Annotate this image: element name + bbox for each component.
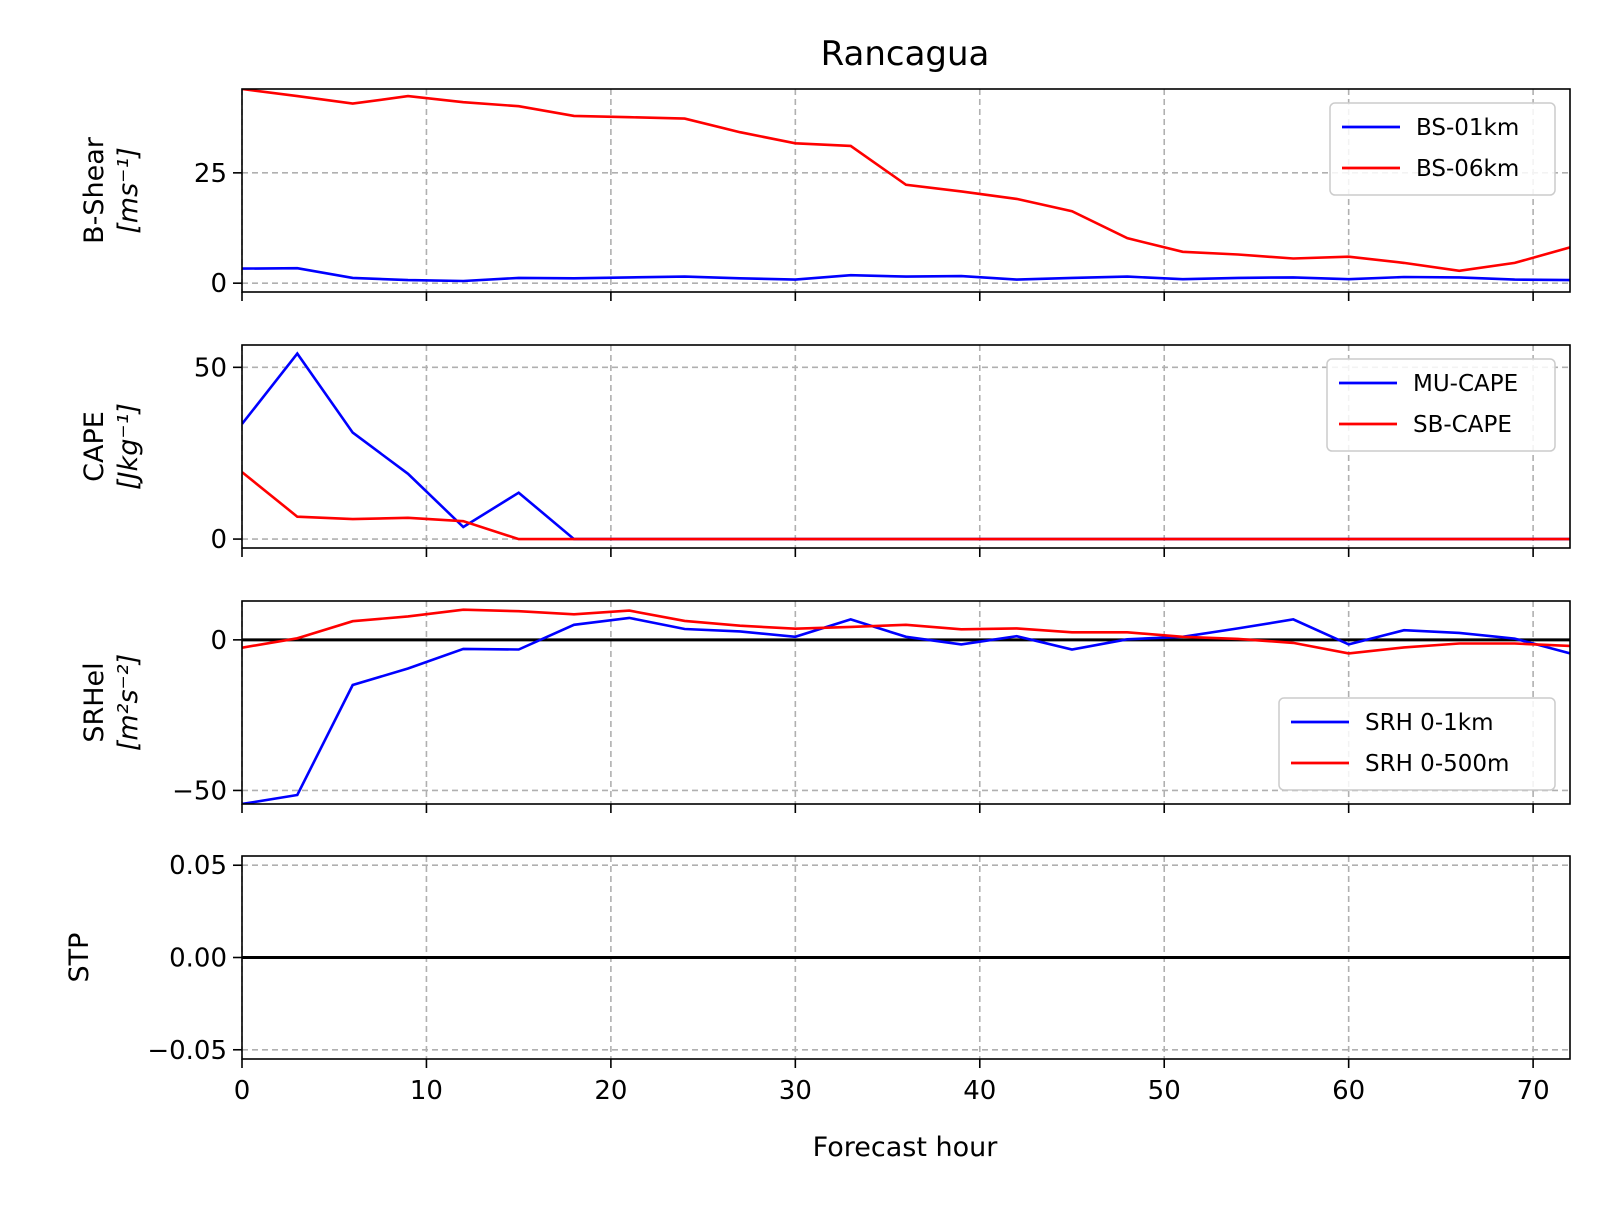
y-axis-unit: [m²s⁻²] — [113, 654, 144, 751]
plot-frame — [241, 855, 1571, 1060]
legend-label: MU-CAPE — [1413, 371, 1518, 397]
chart-title: Rancagua — [821, 34, 990, 74]
y-tick-label: 0 — [210, 626, 227, 656]
x-tick-label: 70 — [1517, 1076, 1550, 1106]
plot-frame — [241, 344, 1571, 549]
x-axis-label: Forecast hour — [813, 1132, 999, 1163]
plot-frame — [241, 88, 1571, 293]
y-axis-unit: [ms⁻¹] — [113, 147, 144, 234]
y-tick-label: 0 — [210, 525, 227, 555]
series-line-bs-01km — [242, 266, 1570, 283]
y-tick-label: 50 — [194, 353, 227, 383]
y-tick-label: −50 — [172, 776, 227, 806]
y-tick-label: 0.00 — [169, 944, 227, 974]
x-tick-label: 60 — [1332, 1076, 1365, 1106]
y-tick-label: 25 — [194, 159, 227, 189]
legend-label: SB-CAPE — [1413, 412, 1512, 438]
legend-label: SRH 0-1km — [1365, 710, 1493, 736]
y-axis-unit: [Jkg⁻¹] — [113, 403, 144, 490]
legend-label: BS-06km — [1416, 156, 1519, 182]
y-axis-label: STP — [64, 933, 95, 983]
legend-label: BS-01km — [1416, 115, 1519, 141]
series-line-bs-06km — [242, 89, 1570, 273]
legend-label: SRH 0-500m — [1365, 751, 1509, 777]
legend: SRH 0-1km SRH 0-500m — [1278, 697, 1556, 791]
legend: BS-01km BS-06km — [1329, 102, 1556, 196]
y-axis-label: B-Shear — [79, 136, 110, 244]
series-line-srh-0-1km — [242, 616, 1570, 804]
x-tick-label: 50 — [1148, 1076, 1181, 1106]
x-tick-label: 30 — [779, 1076, 812, 1106]
panel-cape: 0 50 CAPE [Jkg⁻¹] MU-CAPE SB-CAPE — [79, 344, 1571, 557]
panel-b-shear: 0 25 B-Shear [ms⁻¹] BS-01km BS-06km — [79, 88, 1571, 301]
plot-frame — [241, 600, 1571, 805]
legend: MU-CAPE SB-CAPE — [1326, 358, 1556, 452]
series-line-srh-0-500m — [242, 608, 1570, 655]
y-tick-label: −0.05 — [147, 1036, 227, 1066]
x-tick-label: 0 — [234, 1076, 251, 1106]
y-axis-label: CAPE — [79, 411, 110, 482]
x-tick-label: 40 — [963, 1076, 996, 1106]
panel-stp: 0.05 0.00 −0.050 10 20 30 40 50 60 70 STP — [64, 851, 1571, 1106]
y-tick-label: 0.05 — [169, 851, 227, 881]
x-tick-label: 10 — [410, 1076, 443, 1106]
series-line-sb-cape — [242, 471, 1570, 541]
y-axis-label: SRHel — [79, 662, 110, 742]
panel-srhel: 0 −50 SRHel [m²s⁻²] SRH 0-1km SRH 0-500m — [79, 600, 1571, 813]
x-tick-label: 20 — [594, 1076, 627, 1106]
y-tick-label: 0 — [210, 269, 227, 299]
